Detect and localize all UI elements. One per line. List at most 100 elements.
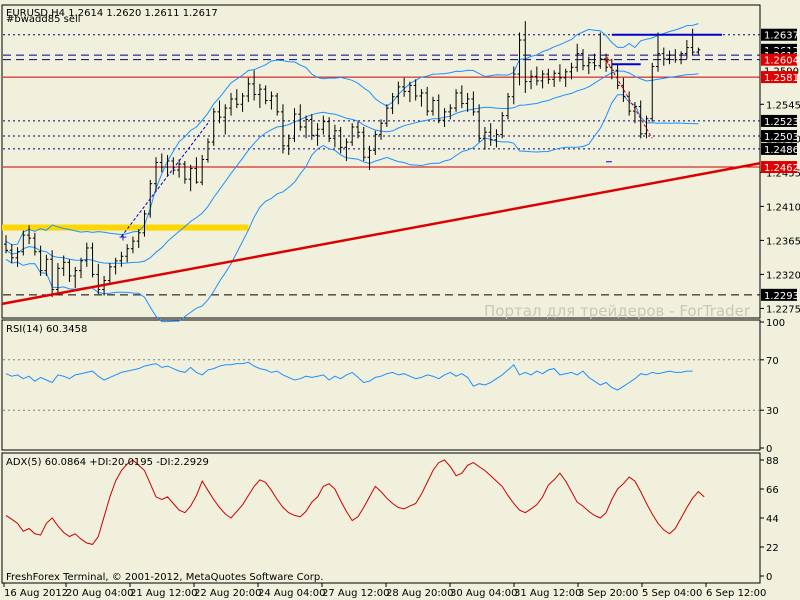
price-bar — [523, 21, 528, 93]
price-bar — [338, 126, 343, 154]
price-bar — [563, 68, 568, 87]
price-tag[interactable]: 1.2503 — [761, 130, 799, 143]
price-bar — [79, 257, 84, 279]
price-tag[interactable]: 1.2637 — [761, 28, 799, 42]
copyright-footer: FreshForex Terminal, © 2001-2012, MetaQu… — [6, 572, 323, 583]
price-bar — [171, 157, 176, 175]
price-bar — [309, 114, 314, 140]
price-bar — [557, 64, 562, 82]
rsi-header: RSI(14) 60.3458 — [6, 324, 87, 335]
time-tick-label: 30 Aug 04:00 — [450, 588, 517, 599]
price-tick-label: 1.2320 — [766, 270, 800, 281]
price-tag-label: 1.2523 — [764, 117, 799, 128]
time-tick-label: 31 Aug 12:00 — [514, 588, 581, 599]
price-bar — [413, 79, 418, 101]
price-bar — [27, 225, 32, 245]
price-bar — [119, 251, 124, 267]
price-bar — [673, 49, 678, 63]
price-bar — [598, 32, 603, 69]
annotations: ++ — [118, 33, 722, 244]
price-bar — [32, 232, 37, 256]
price-bar — [690, 28, 695, 56]
price-bar — [696, 47, 701, 55]
price-bar — [211, 108, 216, 146]
price-tag-bg — [761, 53, 797, 66]
price-bar — [263, 85, 268, 105]
price-tag-bg — [761, 130, 797, 143]
price-tag[interactable]: 1.2523 — [761, 114, 799, 128]
price-tag-label: 1.2637 — [764, 31, 799, 42]
price-bar — [327, 117, 332, 143]
price-bar — [15, 247, 20, 267]
price-bar — [113, 257, 118, 275]
price-bar — [73, 266, 78, 289]
time-tick-label: 3 Sep 20:00 — [578, 588, 638, 599]
price-bar — [90, 242, 95, 278]
price-tag[interactable]: 1.2581 — [761, 71, 799, 84]
rsi-tick-label: 0 — [766, 444, 772, 455]
price-tag[interactable]: 1.2604 — [761, 53, 799, 67]
price-tag-label: 1.2293 — [764, 291, 799, 302]
price-tag-label: 1.2486 — [764, 145, 799, 156]
price-bar — [182, 161, 187, 184]
symbol-header: EURUSD,H4 1.2614 1.2620 1.2611 1.2617 — [6, 8, 218, 19]
buy-marker: + — [118, 231, 127, 244]
price-bar — [390, 92, 395, 115]
price-bar — [448, 104, 453, 120]
rsi-line — [5, 361, 693, 391]
price-tick-label: 1.2275 — [766, 304, 800, 315]
price-bar — [459, 85, 464, 109]
price-bar — [229, 92, 234, 116]
price-bar — [361, 126, 366, 161]
price-bar — [477, 104, 482, 143]
time-tick-label: 22 Aug 20:00 — [194, 588, 261, 599]
price-bar — [246, 77, 251, 103]
price-bar — [61, 255, 66, 276]
price-bars — [4, 21, 701, 298]
price-bar — [44, 254, 49, 276]
price-bar — [257, 83, 262, 109]
rsi-tick-label: 30 — [766, 406, 779, 417]
price-bar — [442, 108, 447, 127]
price-bar — [217, 100, 222, 124]
horizontal-levels — [3, 34, 760, 296]
price-bar — [344, 138, 349, 161]
price-bar — [425, 86, 430, 116]
price-tag-label: 1.2462 — [764, 163, 799, 174]
trendline — [1, 162, 761, 306]
price-tag[interactable]: 1.2486 — [761, 142, 799, 156]
price-bar — [130, 236, 135, 254]
price-bar — [644, 115, 649, 139]
price-bar — [107, 263, 112, 285]
price-bar — [540, 70, 545, 89]
price-bar — [454, 89, 459, 112]
price-bar — [304, 115, 309, 139]
price-bar — [500, 111, 505, 139]
price-bar — [9, 244, 14, 264]
price-bar — [125, 244, 130, 263]
sell-projection-line — [605, 59, 653, 139]
price-tag-label: 1.2604 — [764, 56, 799, 67]
adx-tick-label: 22 — [766, 543, 779, 554]
price-tag-label: 1.2581 — [764, 73, 799, 84]
price-bar — [177, 159, 182, 178]
price-bar — [667, 50, 672, 65]
price-bar — [269, 91, 274, 110]
price-bar — [569, 62, 574, 80]
time-tick-label: 27 Aug 12:00 — [322, 588, 389, 599]
price-bar — [586, 56, 591, 75]
price-tick-label: 1.2545 — [766, 100, 800, 111]
price-tag[interactable]: 1.2462 — [761, 161, 799, 174]
price-bar — [407, 81, 412, 103]
price-bar — [684, 40, 689, 59]
price-bar — [546, 68, 551, 84]
price-bar — [194, 157, 199, 184]
price-bar — [223, 104, 228, 135]
adx-tick-label: 0 — [766, 572, 772, 583]
price-tags[interactable]: 1.26371.26171.26101.26041.25901.25811.25… — [761, 28, 799, 302]
price-bar — [604, 53, 609, 72]
price-tag[interactable]: 1.2293 — [761, 288, 799, 302]
price-bar — [552, 70, 557, 87]
